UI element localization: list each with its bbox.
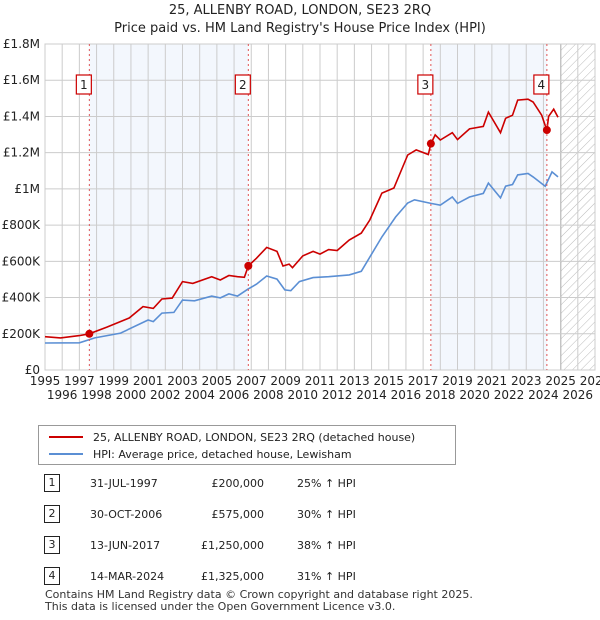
sale-price: £200,000: [211, 477, 265, 490]
x-tick-label: 2021: [477, 374, 508, 388]
sale-point: [542, 126, 551, 135]
sale-number-badge: 3: [44, 536, 60, 554]
x-tick-label: 2019: [442, 374, 473, 388]
x-tick-label: 2008: [253, 388, 284, 402]
x-tick-label: 2006: [219, 388, 250, 402]
sale-point: [426, 139, 435, 148]
sale-price: £575,000: [211, 508, 265, 521]
sale-price: £1,325,000: [201, 570, 264, 583]
x-tick-label: 2025: [545, 374, 576, 388]
x-tick-label: 1996: [47, 388, 78, 402]
y-tick-label: £200K: [2, 327, 42, 341]
sale-number-badge: 2: [44, 505, 60, 523]
x-tick-label: 1997: [64, 374, 95, 388]
x-tick-label: 2009: [270, 374, 301, 388]
ownership-band: [430, 44, 547, 370]
legend-item-hpi: HPI: Average price, detached house, Lewi…: [49, 446, 352, 462]
legend-item-property: 25, ALLENBY ROAD, LONDON, SE23 2RQ (deta…: [49, 429, 415, 445]
x-tick-label: 2004: [184, 388, 215, 402]
x-tick-label: 2023: [511, 374, 542, 388]
legend-label: 25, ALLENBY ROAD, LONDON, SE23 2RQ (deta…: [93, 430, 416, 444]
x-tick-label: 2018: [425, 388, 456, 402]
sale-row: 3 13-JUN-2017 £1,250,000 38% ↑ HPI: [44, 536, 444, 556]
x-tick-label: 2010: [288, 388, 319, 402]
sale-date: 14-MAR-2024: [90, 570, 165, 583]
ownership-band: [89, 44, 249, 370]
sale-marker-label: 1: [80, 78, 88, 92]
sale-point: [85, 329, 94, 338]
sale-price: £1,250,000: [201, 539, 264, 552]
legend-label: HPI: Average price, detached house, Lewi…: [93, 447, 352, 461]
x-tick-label: 2026: [563, 388, 594, 402]
x-tick-label: 2017: [408, 374, 439, 388]
x-tick-label: 2027: [580, 374, 600, 388]
sale-point: [244, 261, 253, 270]
x-tick-label: 1998: [81, 388, 112, 402]
chart-title: 25, ALLENBY ROAD, LONDON, SE23 2RQ: [168, 3, 432, 18]
y-tick-label: £1M: [14, 182, 40, 196]
sale-hpi-diff: 31% ↑ HPI: [297, 570, 356, 583]
sale-date: 31-JUL-1997: [90, 477, 158, 490]
footer-licence: This data is licensed under the Open Gov…: [45, 600, 396, 613]
sale-hpi-diff: 38% ↑ HPI: [297, 539, 356, 552]
price-chart: £0 £200K £400K £600K £800K £1M £1.2M £1.4M £1.6M…: [2, 37, 600, 402]
x-tick-label: 2005: [202, 374, 233, 388]
x-tick-label: 2022: [494, 388, 525, 402]
sale-row: 4 14-MAR-2024 £1,325,000 31% ↑ HPI: [44, 567, 444, 587]
x-tick-label: 2024: [528, 388, 559, 402]
x-tick-label: 2013: [339, 374, 370, 388]
y-tick-label: £1.8M: [3, 37, 40, 51]
x-tick-label: 2002: [150, 388, 181, 402]
sale-hpi-diff: 25% ↑ HPI: [297, 477, 356, 490]
sale-hpi-diff: 30% ↑ HPI: [297, 508, 356, 521]
sale-marker-box: [75, 74, 92, 95]
hpi-line: [44, 170, 559, 344]
x-tick-label: 2011: [305, 374, 336, 388]
sale-row: 2 30-OCT-2006 £575,000 30% ↑ HPI: [44, 505, 444, 525]
chart-subtitle: Price paid vs. HM Land Registry's House …: [114, 21, 486, 36]
y-tick-label: £0: [25, 363, 40, 377]
sale-marker-box: [234, 74, 251, 95]
x-tick-label: 2007: [236, 374, 267, 388]
x-tick-label: 2016: [391, 388, 422, 402]
x-tick-label: 2015: [373, 374, 404, 388]
y-tick-label: £800K: [2, 218, 42, 232]
sale-marker-box: [417, 74, 434, 95]
plot-frame: [44, 43, 596, 371]
y-tick-label: £600K: [2, 254, 42, 268]
x-tick-label: 2012: [322, 388, 353, 402]
property-price-line: [44, 98, 559, 339]
x-tick-label: 1999: [98, 374, 129, 388]
sale-date: 30-OCT-2006: [90, 508, 163, 521]
sale-row: 1 31-JUL-1997 £200,000 25% ↑ HPI: [44, 474, 444, 494]
y-tick-label: £400K: [2, 291, 42, 305]
footer-copyright: Contains HM Land Registry data © Crown c…: [45, 588, 473, 601]
x-tick-label: 2014: [356, 388, 387, 402]
legend-swatch-red: [49, 436, 83, 438]
x-tick-label: 2020: [459, 388, 490, 402]
x-tick-label: 1995: [30, 374, 61, 388]
sale-marker-box: [533, 74, 550, 95]
x-tick-label: 2003: [167, 374, 198, 388]
sale-number-badge: 4: [44, 567, 60, 585]
y-tick-label: £1.6M: [3, 73, 40, 87]
x-tick-label: 2001: [133, 374, 164, 388]
y-tick-label: £1.4M: [3, 109, 40, 123]
sale-marker-label: 4: [538, 78, 546, 92]
sale-marker-label: 2: [239, 78, 247, 92]
chart-legend: 25, ALLENBY ROAD, LONDON, SE23 2RQ (deta…: [38, 425, 456, 465]
sale-date: 13-JUN-2017: [90, 539, 161, 552]
y-tick-label: £1.2M: [3, 146, 40, 160]
x-tick-label: 2000: [116, 388, 147, 402]
legend-swatch-blue: [49, 453, 83, 455]
sale-number-badge: 1: [44, 474, 60, 492]
sale-marker-label: 3: [422, 78, 430, 92]
